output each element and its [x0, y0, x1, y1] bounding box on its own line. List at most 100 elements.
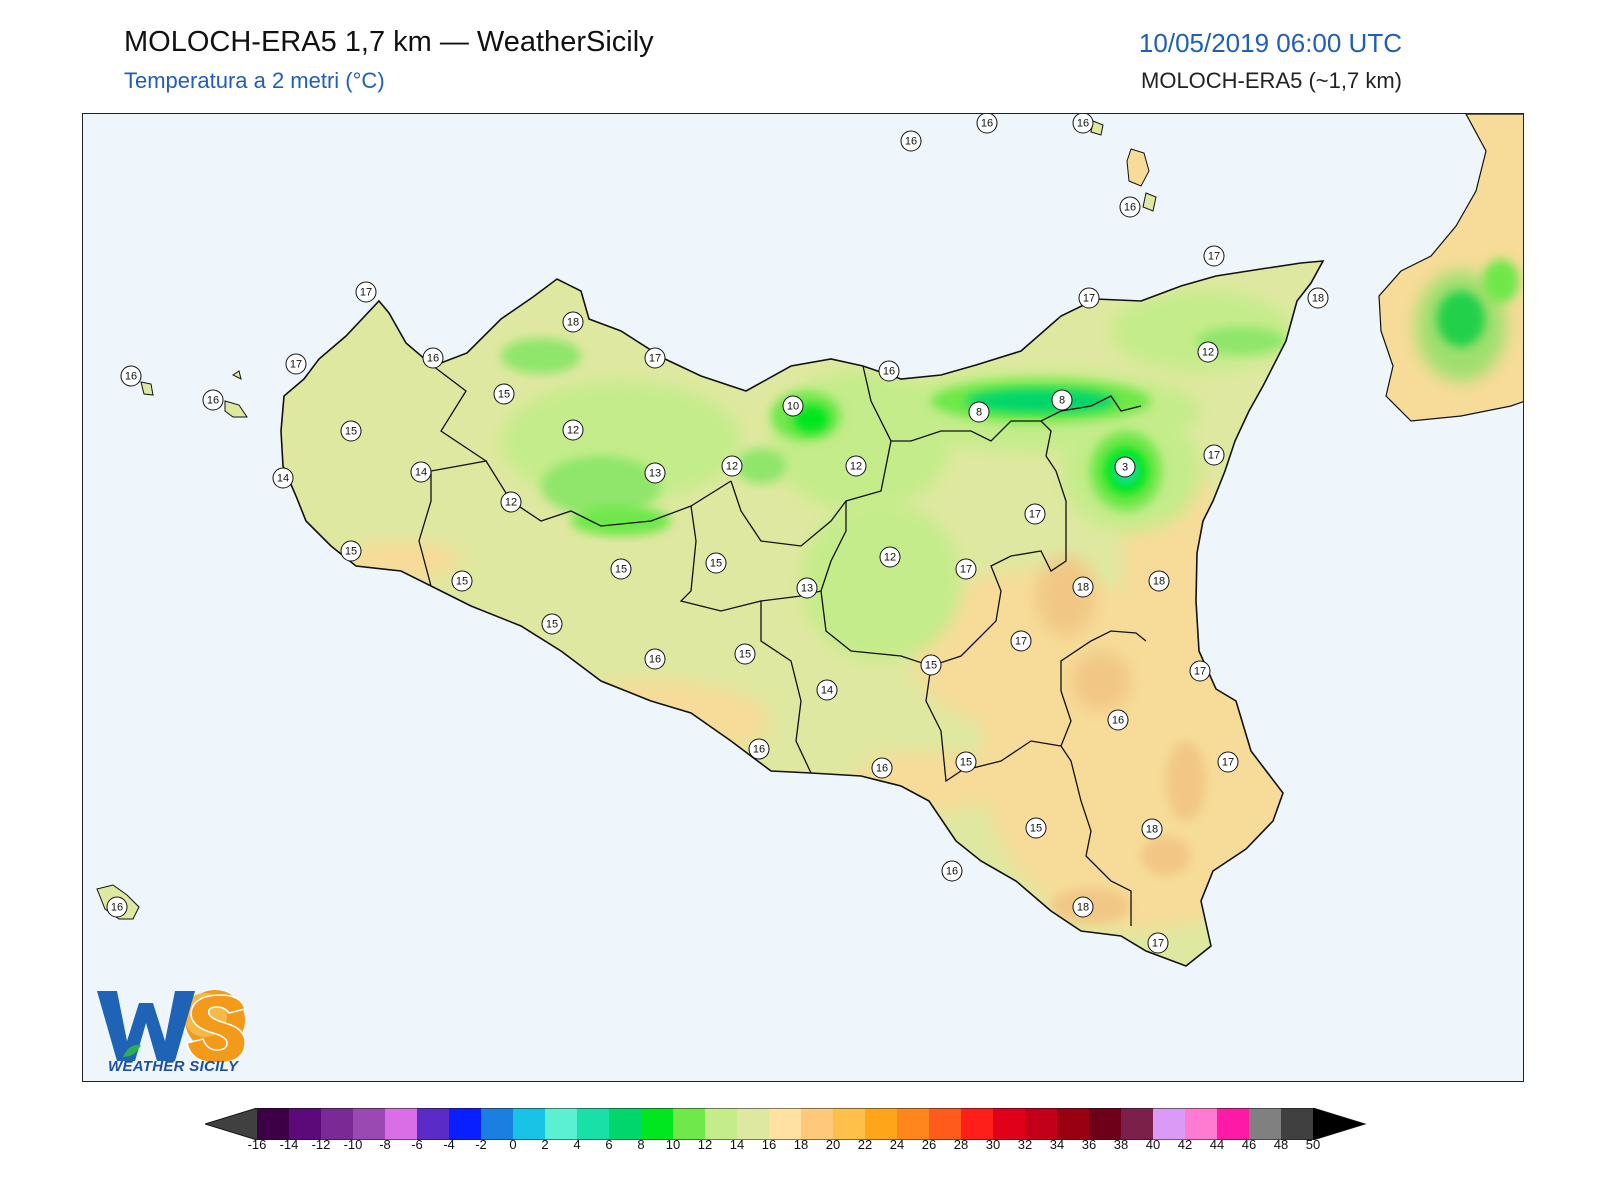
station-value: 17	[1015, 636, 1027, 648]
station-circle	[1072, 896, 1094, 918]
station-marker: 15	[955, 751, 977, 773]
station-circle	[879, 546, 901, 568]
station-circle	[644, 648, 666, 670]
station-marker: 15	[1025, 817, 1047, 839]
colorbar-segment	[833, 1108, 866, 1140]
station-value: 16	[1077, 118, 1089, 130]
station-value: 16	[649, 654, 661, 666]
colorbar-tick: 6	[605, 1137, 613, 1152]
station-value: 18	[1146, 824, 1158, 836]
station-marker: 17	[1010, 630, 1032, 652]
station-value: 10	[787, 401, 799, 413]
colorbar-tick: -6	[411, 1137, 423, 1152]
map-subtitle: Temperatura a 2 metri (°C)	[124, 68, 385, 93]
colorbar-segment	[257, 1108, 290, 1140]
station-circle	[705, 552, 727, 574]
station-value: 15	[498, 389, 510, 401]
colorbar-segment	[545, 1108, 578, 1140]
station-circle	[1203, 444, 1225, 466]
colorbar-segment	[321, 1108, 354, 1140]
station-circle	[748, 738, 770, 760]
station-circle	[106, 896, 128, 918]
station-circle	[562, 419, 584, 441]
station-marker: 12	[562, 419, 584, 441]
map-panel[interactable]: 16 16 16 16 17 18 17 17 18 16 17 12 16 16 17 15 10 16 8 8 15…	[82, 113, 1524, 1082]
colorbar-segment	[769, 1108, 802, 1140]
colorbar-tick: 24	[889, 1137, 905, 1152]
station-marker: 16	[941, 860, 963, 882]
station-circle	[900, 130, 922, 152]
station-value: 17	[360, 287, 372, 299]
colorbar-tick: -10	[343, 1137, 363, 1152]
station-circle	[878, 360, 900, 382]
colorbar-tick: 4	[573, 1137, 581, 1152]
station-circle	[1197, 341, 1219, 363]
station-circle	[782, 395, 804, 417]
station-marker: 15	[705, 552, 727, 574]
station-marker: 16	[878, 360, 900, 382]
station-marker: 18	[1072, 576, 1094, 598]
station-circle	[920, 654, 942, 676]
station-circle	[644, 347, 666, 369]
colorbar-tick-labels: -16 -14 -12 -10 -8 -6 -4 -2 0 2 4 6 8 10 12 14 16 18 20 22 2…	[0, 1137, 1600, 1157]
forecast-datetime: 10/05/2019 06:00 UTC	[1138, 28, 1402, 58]
station-value: 13	[649, 468, 661, 480]
station-circle	[285, 353, 307, 375]
station-circle	[202, 389, 224, 411]
station-circle	[1072, 576, 1094, 598]
colorbar-tick: 32	[1017, 1137, 1033, 1152]
station-circle	[1148, 570, 1170, 592]
station-circle	[1114, 456, 1136, 478]
colorbar-segment	[993, 1108, 1026, 1140]
station-circle	[610, 558, 632, 580]
station-marker: 12	[845, 455, 867, 477]
station-circle	[871, 757, 893, 779]
colorbar-segment	[929, 1108, 962, 1140]
station-value: 16	[111, 902, 123, 914]
colorbar-tick: 22	[857, 1137, 873, 1152]
station-circle	[1189, 660, 1211, 682]
station-value: 16	[905, 136, 917, 148]
station-marker: 8	[968, 401, 990, 423]
station-value: 16	[1112, 715, 1124, 727]
colorbar-tick: 30	[985, 1137, 1001, 1152]
colorbar-tick: 10	[665, 1137, 681, 1152]
station-circle	[644, 462, 666, 484]
station-marker: 12	[1197, 341, 1219, 363]
station-circle	[1147, 932, 1169, 954]
colorbar-tick: 14	[729, 1137, 745, 1152]
station-marker: 16	[1119, 196, 1141, 218]
station-marker: 18	[1141, 818, 1163, 840]
station-circle	[340, 540, 362, 562]
sicily-map: 16 16 16 16 17 18 17 17 18 16 17 12 16 16 17 15 10 16 8 8 15…	[83, 114, 1523, 1081]
station-value: 17	[1222, 757, 1234, 769]
colorbar-segment	[801, 1108, 834, 1140]
station-marker: 16	[422, 347, 444, 369]
station-circle	[1025, 817, 1047, 839]
colorbar-segment	[705, 1108, 738, 1140]
colorbar-segment	[385, 1108, 418, 1140]
colorbar-segment	[481, 1108, 514, 1140]
colorbar-segment	[737, 1108, 770, 1140]
colorbar-tick: 44	[1209, 1137, 1225, 1152]
station-markers: 16 16 16 16 17 18 17 17 18 16 17 12 16 16 17 15 10 16 8 8 15…	[106, 114, 1329, 954]
station-value: 12	[1202, 347, 1214, 359]
station-value: 16	[883, 366, 895, 378]
station-value: 17	[1194, 666, 1206, 678]
station-value: 18	[1077, 902, 1089, 914]
station-value: 12	[850, 461, 862, 473]
station-marker: 17	[1217, 751, 1239, 773]
colorbar-over-arrow	[1313, 1108, 1365, 1140]
station-marker: 12	[500, 491, 522, 513]
station-circle	[845, 455, 867, 477]
station-value: 15	[546, 619, 558, 631]
station-marker: 17	[355, 281, 377, 303]
colorbar-tick: 28	[953, 1137, 969, 1152]
station-marker: 17	[1147, 932, 1169, 954]
station-circle	[955, 751, 977, 773]
station-circle	[968, 401, 990, 423]
colorbar-segment	[1121, 1108, 1154, 1140]
station-value: 12	[505, 497, 517, 509]
station-marker: 16	[1107, 709, 1129, 731]
colorbar-tick: 40	[1145, 1137, 1161, 1152]
